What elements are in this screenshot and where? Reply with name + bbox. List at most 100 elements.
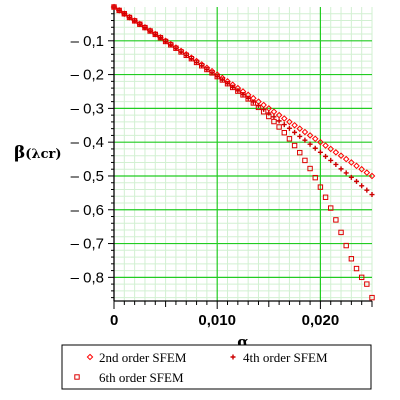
- data-point: [322, 142, 329, 149]
- data-point: [204, 67, 210, 73]
- data-point: [312, 145, 318, 151]
- data-point: [343, 242, 349, 249]
- y-tick-label: – 0,4: [71, 134, 104, 151]
- legend-label-6th: 6th order SFEM: [99, 370, 184, 385]
- data-point: [132, 18, 138, 24]
- data-point: [116, 7, 122, 13]
- data-point: [224, 81, 231, 87]
- data-point: [276, 124, 282, 130]
- legend-marker-2nd: [86, 353, 94, 361]
- data-point: [338, 229, 344, 236]
- data-point: [199, 63, 205, 69]
- data-point: [214, 74, 220, 80]
- data-point: [225, 81, 231, 87]
- data-point: [142, 25, 148, 31]
- data-point: [157, 35, 164, 41]
- y-tick-label: – 0,2: [71, 67, 104, 84]
- x-tick-label: 0,010: [198, 312, 236, 329]
- data-point: [137, 21, 143, 27]
- data-point: [358, 165, 365, 173]
- data-point: [183, 52, 189, 58]
- y-axis-label-main: β: [14, 143, 25, 163]
- data-point: [368, 172, 376, 180]
- data-point: [281, 130, 287, 136]
- data-point: [230, 84, 236, 90]
- plot-area-background: [114, 7, 372, 301]
- data-point: [312, 174, 318, 181]
- data-point: [317, 184, 324, 190]
- data-point: [209, 70, 215, 76]
- data-point: [229, 84, 236, 91]
- y-tick-label: – 0,5: [71, 168, 104, 185]
- data-point: [126, 14, 132, 20]
- data-point: [116, 7, 122, 14]
- data-point: [306, 132, 314, 139]
- data-point: [152, 31, 158, 37]
- data-point: [255, 103, 261, 109]
- data-point: [327, 145, 335, 153]
- data-point: [291, 142, 298, 149]
- data-point: [353, 162, 360, 170]
- y-tick-label: – 0,8: [71, 269, 104, 286]
- data-point: [173, 45, 179, 51]
- minor-grid: [114, 7, 373, 301]
- data-point: [121, 11, 128, 17]
- data-point: [173, 45, 179, 51]
- data-point: [219, 77, 225, 83]
- data-point: [317, 138, 324, 146]
- data-point: [266, 113, 272, 120]
- series-3: [111, 4, 375, 301]
- major-grid: [114, 7, 372, 301]
- data-point: [235, 88, 241, 94]
- data-point: [168, 42, 174, 48]
- data-point: [157, 35, 163, 41]
- data-point: [286, 118, 293, 126]
- data-point: [364, 281, 370, 287]
- data-point: [255, 104, 262, 111]
- data-point: [343, 170, 349, 176]
- data-point: [348, 159, 355, 166]
- data-point: [137, 21, 143, 27]
- data-point: [280, 115, 288, 122]
- data-point: [245, 96, 251, 102]
- data-point: [302, 137, 308, 143]
- data-point: [204, 66, 210, 73]
- data-point: [142, 24, 148, 31]
- data-point: [126, 14, 133, 21]
- series-layer: [110, 3, 376, 301]
- data-point: [369, 294, 375, 301]
- data-point: [219, 77, 226, 83]
- data-point: [297, 149, 303, 156]
- data-point: [111, 4, 117, 10]
- data-point: [188, 56, 195, 62]
- data-point: [276, 118, 282, 124]
- data-point: [209, 70, 215, 76]
- data-point: [359, 183, 365, 189]
- legend-marker-4th: [230, 354, 236, 360]
- data-point: [322, 194, 329, 200]
- data-point: [275, 111, 283, 119]
- data-point: [147, 28, 153, 34]
- data-point: [271, 114, 277, 120]
- data-point: [301, 128, 309, 136]
- data-point: [162, 38, 169, 45]
- x-tick-label: 0: [110, 312, 118, 329]
- y-tick-label: – 0,1: [71, 33, 104, 50]
- y-tick-label: – 0,3: [71, 100, 104, 117]
- data-point: [364, 187, 370, 193]
- data-point: [358, 274, 365, 281]
- data-point: [348, 174, 354, 180]
- data-point: [302, 157, 308, 164]
- legend-markers: [74, 353, 236, 380]
- data-point: [333, 161, 339, 167]
- data-point: [183, 52, 189, 59]
- data-point: [323, 153, 329, 159]
- data-point: [194, 59, 200, 65]
- data-point: [328, 157, 334, 163]
- data-point: [296, 125, 304, 132]
- data-point: [178, 49, 184, 55]
- x-tick-label: 0,020: [302, 312, 340, 329]
- data-point: [297, 133, 303, 139]
- legend-label-2nd: 2nd order SFEM: [99, 350, 187, 365]
